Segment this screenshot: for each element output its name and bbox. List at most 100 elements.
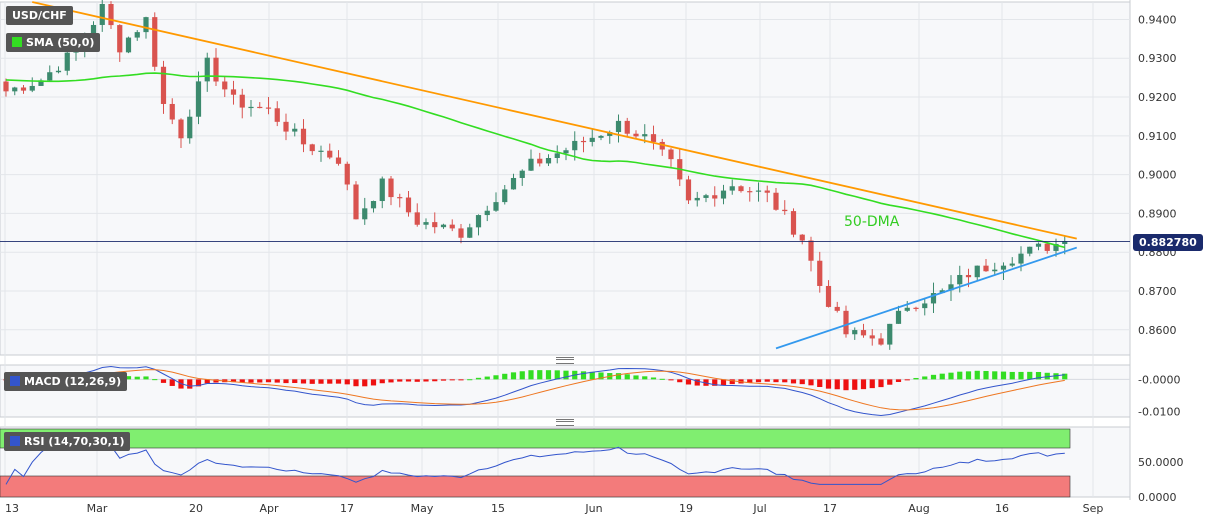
candle-body bbox=[860, 330, 867, 336]
candle bbox=[292, 123, 298, 137]
macd-histogram-bar bbox=[773, 379, 779, 383]
candle bbox=[790, 208, 797, 238]
macd-histogram-bar bbox=[344, 379, 350, 385]
candle-body bbox=[300, 128, 307, 145]
macd-histogram-bar bbox=[642, 376, 648, 380]
candle bbox=[633, 130, 639, 139]
candle-body bbox=[55, 70, 62, 73]
candle bbox=[1035, 242, 1042, 251]
candle-body bbox=[292, 128, 298, 132]
candle-body bbox=[432, 222, 438, 228]
candle-body bbox=[370, 201, 377, 209]
candle bbox=[747, 186, 753, 202]
rsi-tick-label-0: 50.0000 bbox=[1138, 456, 1184, 469]
candle bbox=[64, 47, 70, 76]
macd-histogram-bar bbox=[965, 371, 972, 380]
candle-body bbox=[738, 186, 744, 192]
candle bbox=[685, 175, 692, 205]
candle-body bbox=[887, 323, 893, 345]
macd-histogram-bar bbox=[195, 379, 202, 387]
candle bbox=[239, 88, 245, 119]
candle bbox=[860, 323, 867, 338]
candle-body bbox=[930, 293, 937, 304]
candle bbox=[808, 236, 814, 272]
candle bbox=[983, 258, 989, 272]
last-price-value: 0.882780 bbox=[1139, 236, 1197, 249]
candle-body bbox=[1053, 244, 1059, 251]
candle-body bbox=[1009, 263, 1015, 266]
candle-body bbox=[134, 32, 140, 38]
candle-body bbox=[624, 120, 630, 134]
symbol-tag: USD/CHF bbox=[6, 6, 73, 25]
rsi-resize-handle[interactable] bbox=[556, 419, 574, 426]
candle bbox=[729, 179, 735, 195]
candle-body bbox=[685, 179, 692, 201]
macd-histogram-bar bbox=[633, 375, 639, 380]
macd-legend[interactable]: MACD (12,26,9) bbox=[4, 372, 128, 391]
candle bbox=[20, 84, 27, 94]
candle bbox=[1044, 243, 1050, 254]
candle-body bbox=[799, 234, 805, 241]
axes: 0.94000.93000.92000.91000.90000.89000.88… bbox=[5, 13, 1184, 515]
macd-histogram-bar bbox=[510, 372, 517, 380]
candle-body bbox=[615, 120, 622, 133]
candle-body bbox=[248, 106, 254, 109]
macd-tick-label-1: -0.0100 bbox=[1138, 405, 1180, 418]
time-tick-label-1: Mar bbox=[87, 502, 108, 515]
price-tick-label-4: 0.9000 bbox=[1138, 169, 1177, 182]
sma-legend[interactable]: SMA (50,0) bbox=[6, 33, 101, 52]
macd-histogram-bar bbox=[1009, 371, 1015, 380]
time-tick-label-9: Jul bbox=[752, 502, 766, 515]
candle bbox=[405, 191, 412, 217]
macd-resize-handle[interactable] bbox=[556, 357, 574, 364]
macd-histogram-bar bbox=[160, 379, 167, 383]
macd-histogram-bar bbox=[790, 379, 797, 384]
candle bbox=[782, 200, 788, 215]
macd-histogram-bar bbox=[895, 379, 902, 382]
candle-body bbox=[20, 87, 27, 91]
macd-histogram-bar bbox=[843, 379, 849, 391]
candle-body bbox=[607, 132, 613, 136]
candle-body bbox=[922, 303, 928, 309]
macd-histogram-bar bbox=[957, 371, 963, 380]
candle-body bbox=[309, 144, 315, 152]
candle-body bbox=[1027, 246, 1033, 254]
candle-body bbox=[1000, 265, 1007, 270]
candle bbox=[160, 60, 167, 114]
macd-histogram-bar bbox=[808, 379, 814, 386]
candle-body bbox=[589, 137, 595, 142]
candle bbox=[283, 113, 289, 141]
candle bbox=[913, 306, 919, 312]
macd-histogram-bar bbox=[799, 379, 805, 385]
candle bbox=[388, 176, 394, 206]
candle bbox=[467, 223, 473, 239]
candle bbox=[475, 214, 482, 236]
macd-histogram-bar bbox=[213, 379, 219, 383]
candle bbox=[624, 117, 630, 138]
rsi-line bbox=[5, 444, 1065, 485]
candle bbox=[195, 71, 202, 125]
macd-histogram-bar bbox=[484, 376, 490, 380]
candle-body bbox=[493, 202, 499, 211]
candle bbox=[764, 185, 770, 203]
candle bbox=[878, 333, 884, 346]
candle bbox=[659, 138, 665, 156]
macd-swatch bbox=[10, 376, 20, 386]
candle-body bbox=[528, 158, 534, 171]
candle-body bbox=[143, 17, 149, 33]
candle bbox=[125, 36, 132, 54]
candle-body bbox=[720, 190, 727, 199]
candle-body bbox=[47, 72, 53, 81]
candle bbox=[300, 119, 307, 153]
rsi-legend[interactable]: RSI (14,70,30,1) bbox=[4, 432, 131, 451]
price-tick-label-5: 0.8900 bbox=[1138, 207, 1177, 220]
rsi-panel bbox=[0, 428, 1071, 498]
candle-body bbox=[572, 140, 578, 151]
candle-body bbox=[1018, 253, 1024, 264]
macd-histogram-bar bbox=[379, 379, 385, 384]
candle bbox=[423, 218, 429, 230]
macd-histogram-bar bbox=[755, 379, 762, 383]
candle bbox=[869, 329, 875, 346]
candle-body bbox=[362, 208, 368, 220]
candle bbox=[230, 80, 237, 105]
